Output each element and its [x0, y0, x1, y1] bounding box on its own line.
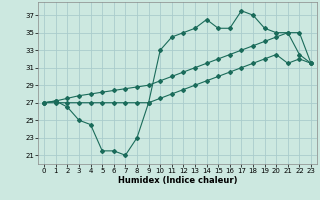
X-axis label: Humidex (Indice chaleur): Humidex (Indice chaleur) — [118, 176, 237, 185]
